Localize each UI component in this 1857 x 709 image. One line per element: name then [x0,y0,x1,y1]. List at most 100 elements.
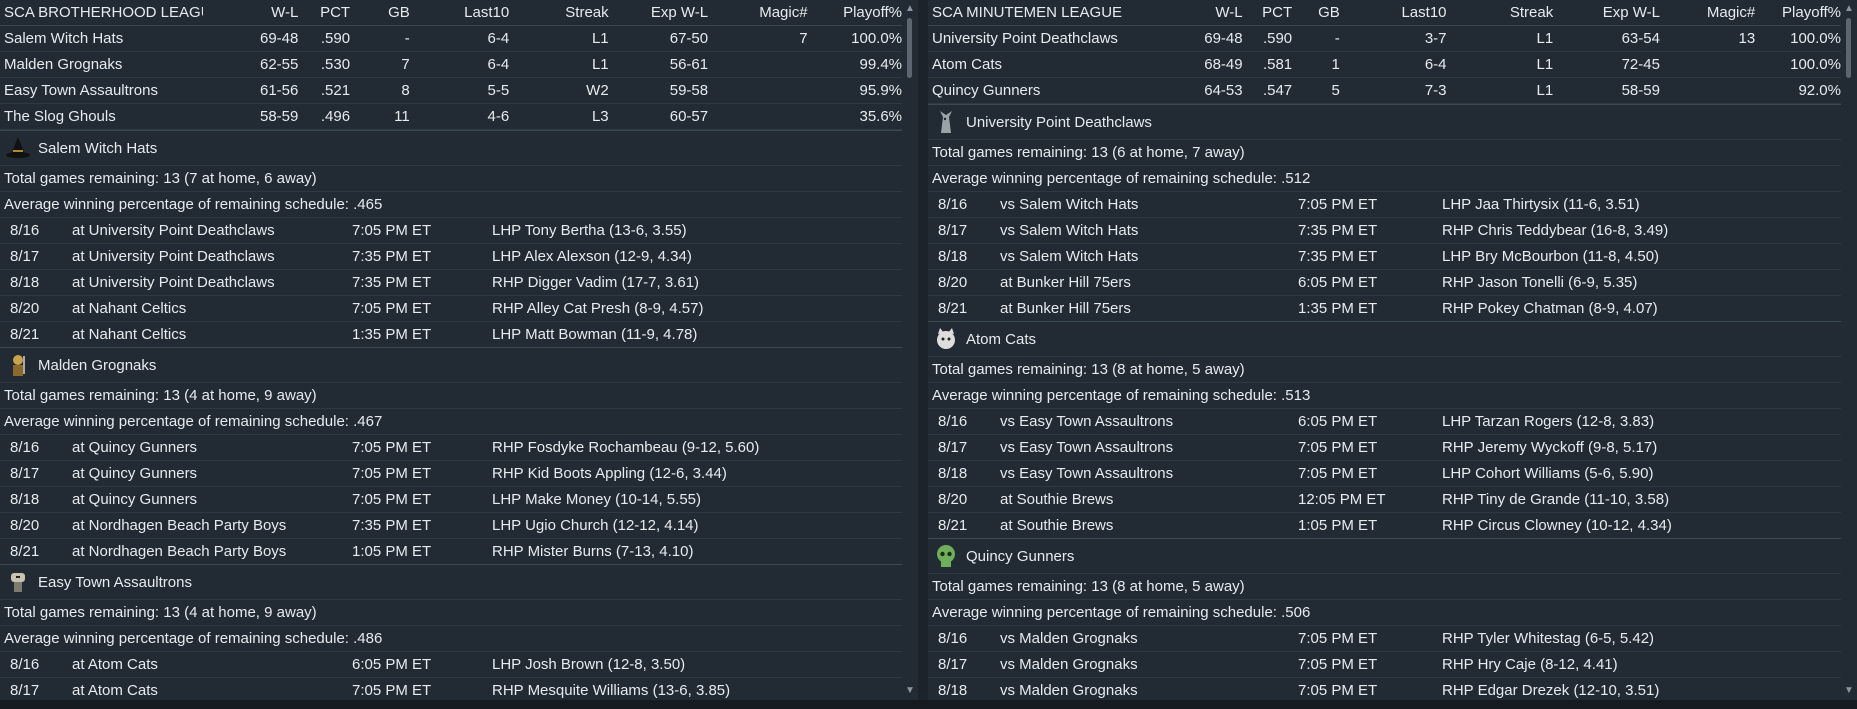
team-name[interactable]: Salem Witch Hats [4,30,124,47]
schedule-row[interactable]: 8/21 at Bunker Hill 75ers 1:35 PM ET RHP Po… [928,295,1841,321]
standings-row[interactable]: Atom Cats 68-49 .581 1 6-4 L1 72-45 100.0% [928,52,1841,78]
game-opponent[interactable]: at Nordhagen Beach Party Boys [72,543,287,560]
column-header-playoff[interactable]: Playoff% [1782,4,1841,21]
chevron-up-icon[interactable]: ▲ [1844,3,1854,14]
team-section-name[interactable]: Malden Grognaks [38,356,157,374]
probable-pitcher[interactable]: RHP Mesquite Williams (13-6, 3.85) [492,682,731,699]
schedule-row[interactable]: 8/16 at Quincy Gunners 7:05 PM ET RHP Fosdy… [0,434,902,460]
probable-pitcher[interactable]: LHP Tarzan Rogers (12-8, 3.83) [1442,413,1655,430]
probable-pitcher[interactable]: LHP Cohort Williams (5-6, 5.90) [1442,465,1654,482]
game-opponent[interactable]: vs Malden Grognaks [1000,630,1138,647]
game-opponent[interactable]: vs Easy Town Assaultrons [1000,465,1174,482]
team-name[interactable]: Quincy Gunners [932,82,1041,99]
team-name[interactable]: Easy Town Assaultrons [4,82,158,99]
schedule-row[interactable]: 8/18 at University Point Deathclaws 7:35 P… [0,269,902,295]
column-header-last10[interactable]: Last10 [464,4,510,21]
column-header-last10[interactable]: Last10 [1401,4,1447,21]
game-opponent[interactable]: at Nahant Celtics [72,326,187,343]
column-header-magic[interactable]: Magic# [759,4,808,21]
probable-pitcher[interactable]: RHP Tyler Whitestag (6-5, 5.42) [1442,630,1655,647]
schedule-row[interactable]: 8/16 vs Malden Grognaks 7:05 PM ET RHP Tyle… [928,625,1841,651]
probable-pitcher[interactable]: RHP Edgar Drezek (12-10, 3.51) [1442,682,1660,699]
probable-pitcher[interactable]: LHP Tony Bertha (13-6, 3.55) [492,222,687,239]
column-header-pct[interactable]: PCT [1262,4,1293,21]
probable-pitcher[interactable]: RHP Tiny de Grande (11-10, 3.58) [1442,491,1670,508]
standings-row[interactable]: Easy Town Assaultrons 61-56 .521 8 5-5 W2 59-5… [0,78,902,104]
game-opponent[interactable]: at Nordhagen Beach Party Boys [72,517,287,534]
probable-pitcher[interactable]: LHP Matt Bowman (11-9, 4.78) [492,326,698,343]
vertical-scrollbar[interactable]: ▲ ▼ [902,0,918,700]
schedule-row[interactable]: 8/17 at Atom Cats 7:05 PM ET RHP Mesquite W… [0,677,902,700]
probable-pitcher[interactable]: RHP Kid Boots Appling (12-6, 3.44) [492,465,727,482]
schedule-row[interactable]: 8/17 vs Malden Grognaks 7:05 PM ET RHP Hry … [928,651,1841,677]
game-opponent[interactable]: vs Salem Witch Hats [1000,248,1139,265]
scroll-thumb[interactable] [1846,18,1851,78]
probable-pitcher[interactable]: RHP Chris Teddybear (16-8, 3.49) [1442,222,1669,239]
chevron-down-icon[interactable]: ▼ [905,685,915,696]
schedule-row[interactable]: 8/17 vs Easy Town Assaultrons 7:05 PM ET RH… [928,434,1841,460]
standings-row[interactable]: Salem Witch Hats 69-48 .590 - 6-4 L1 67-50 7 100… [0,26,902,52]
schedule-row[interactable]: 8/17 vs Salem Witch Hats 7:35 PM ET RHP Chr… [928,217,1841,243]
team-name[interactable]: Malden Grognaks [4,56,123,73]
game-opponent[interactable]: vs Easy Town Assaultrons [1000,439,1174,456]
column-header-exp-w-l[interactable]: Exp W-L [650,4,709,21]
game-opponent[interactable]: at Bunker Hill 75ers [1000,274,1131,291]
team-name[interactable]: University Point Deathclaws [932,30,1118,47]
schedule-row[interactable]: 8/16 vs Salem Witch Hats 7:05 PM ET LHP Jaa… [928,191,1841,217]
team-section-name[interactable]: Atom Cats [966,330,1037,348]
schedule-row[interactable]: 8/20 at Nordhagen Beach Party Boys 7:35 PM… [0,512,902,538]
probable-pitcher[interactable]: LHP Ugio Church (12-12, 4.14) [492,517,699,534]
schedule-row[interactable]: 8/21 at Nordhagen Beach Party Boys 1:05 PM… [0,538,902,564]
game-opponent[interactable]: vs Salem Witch Hats [1000,222,1139,239]
schedule-row[interactable]: 8/18 vs Easy Town Assaultrons 7:05 PM ET LH… [928,460,1841,486]
game-opponent[interactable]: at Quincy Gunners [72,465,198,482]
schedule-row[interactable]: 8/21 at Southie Brews 1:05 PM ET RHP Circus… [928,512,1841,538]
probable-pitcher[interactable]: RHP Fosdyke Rochambeau (9-12, 5.60) [492,439,760,456]
probable-pitcher[interactable]: RHP Mister Burns (7-13, 4.10) [492,543,694,560]
game-opponent[interactable]: at Quincy Gunners [72,491,198,508]
column-header-streak[interactable]: Streak [565,4,609,21]
probable-pitcher[interactable]: RHP Pokey Chatman (8-9, 4.07) [1442,300,1658,317]
probable-pitcher[interactable]: RHP Hry Caje (8-12, 4.41) [1442,656,1618,673]
schedule-row[interactable]: 8/20 at Bunker Hill 75ers 6:05 PM ET RHP Ja… [928,269,1841,295]
standings-row[interactable]: University Point Deathclaws 69-48 .590 - 3-7… [928,26,1841,52]
game-opponent[interactable]: at Southie Brews [1000,517,1114,534]
game-opponent[interactable]: at University Point Deathclaws [72,248,275,265]
probable-pitcher[interactable]: LHP Make Money (10-14, 5.55) [492,491,701,508]
probable-pitcher[interactable]: LHP Josh Brown (12-8, 3.50) [492,656,686,673]
probable-pitcher[interactable]: RHP Alley Cat Presh (8-9, 4.57) [492,300,704,317]
game-opponent[interactable]: at University Point Deathclaws [72,222,275,239]
column-header-exp-w-l[interactable]: Exp W-L [1602,4,1660,21]
game-opponent[interactable]: at Quincy Gunners [72,439,198,456]
probable-pitcher[interactable]: RHP Jason Tonelli (6-9, 5.35) [1442,274,1638,291]
game-opponent[interactable]: vs Salem Witch Hats [1000,196,1139,213]
vertical-scrollbar[interactable]: ▲ ▼ [1841,0,1857,700]
column-header-w-l[interactable]: W-L [1215,4,1243,21]
column-header-w-l[interactable]: W-L [271,4,299,21]
team-section-name[interactable]: Salem Witch Hats [38,139,158,157]
probable-pitcher[interactable]: RHP Circus Clowney (10-12, 4.34) [1442,517,1672,534]
game-opponent[interactable]: at University Point Deathclaws [72,274,275,291]
team-section-name[interactable]: Quincy Gunners [966,547,1075,565]
game-opponent[interactable]: at Bunker Hill 75ers [1000,300,1131,317]
team-name[interactable]: The Slog Ghouls [4,108,116,125]
probable-pitcher[interactable]: RHP Digger Vadim (17-7, 3.61) [492,274,700,291]
game-opponent[interactable]: vs Malden Grognaks [1000,682,1138,699]
game-opponent[interactable]: at Atom Cats [72,682,158,699]
probable-pitcher[interactable]: LHP Bry McBourbon (11-8, 4.50) [1442,248,1660,265]
schedule-row[interactable]: 8/18 vs Malden Grognaks 7:05 PM ET RHP Edga… [928,677,1841,700]
column-header-gb[interactable]: GB [1318,4,1340,21]
schedule-row[interactable]: 8/18 at Quincy Gunners 7:05 PM ET LHP Make … [0,486,902,512]
game-opponent[interactable]: at Southie Brews [1000,491,1114,508]
probable-pitcher[interactable]: LHP Alex Alexson (12-9, 4.34) [492,248,692,265]
schedule-row[interactable]: 8/21 at Nahant Celtics 1:35 PM ET LHP Matt … [0,321,902,347]
standings-row[interactable]: Quincy Gunners 64-53 .547 5 7-3 L1 58-59 92.0% [928,78,1841,104]
game-opponent[interactable]: at Atom Cats [72,656,158,673]
game-opponent[interactable]: vs Easy Town Assaultrons [1000,413,1174,430]
schedule-row[interactable]: 8/16 at University Point Deathclaws 7:05 P… [0,217,902,243]
chevron-down-icon[interactable]: ▼ [1844,685,1854,696]
game-opponent[interactable]: vs Malden Grognaks [1000,656,1138,673]
schedule-row[interactable]: 8/16 at Atom Cats 6:05 PM ET LHP Josh Brown… [0,651,902,677]
schedule-row[interactable]: 8/20 at Southie Brews 12:05 PM ET RHP Tiny … [928,486,1841,512]
team-section-name[interactable]: Easy Town Assaultrons [38,573,192,591]
